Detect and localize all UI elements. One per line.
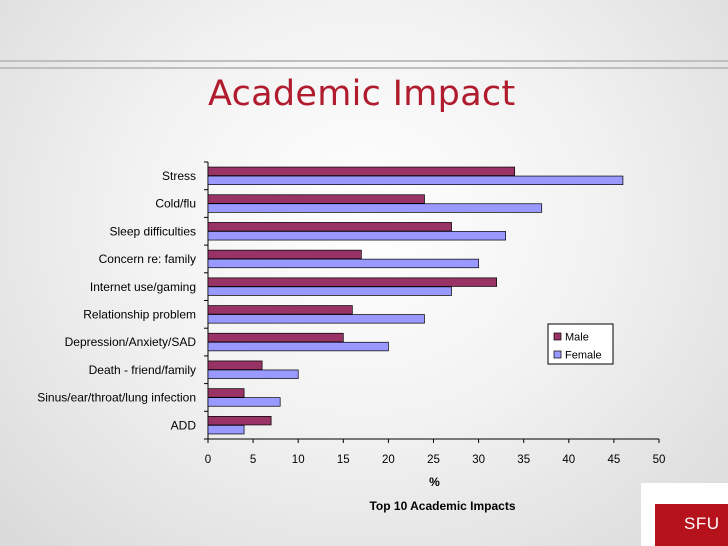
bar-female — [207, 203, 543, 213]
legend-swatch-male — [553, 332, 562, 341]
bar-female — [207, 341, 389, 352]
logo-red-block: SFU — [655, 504, 728, 546]
x-tick-label: 5 — [250, 454, 256, 466]
x-tick-label: 35 — [517, 454, 530, 466]
x-tick-label: 30 — [472, 454, 485, 466]
logo-decor-square — [647, 490, 653, 496]
logo-decor-square — [641, 497, 650, 506]
x-tick-label: 15 — [337, 454, 350, 466]
sfu-logo: SFU — [641, 483, 728, 546]
bar-male — [207, 332, 344, 343]
x-tick-label: 40 — [562, 454, 575, 466]
header-rule-top — [0, 60, 728, 62]
y-tick-label: Sinus/ear/throat/lung infection — [37, 391, 196, 405]
x-tick-label: 45 — [608, 454, 621, 466]
bar-female — [207, 286, 452, 296]
logo-text: SFU — [684, 514, 720, 533]
bar-female — [207, 314, 425, 324]
legend-label-female: Female — [565, 350, 602, 362]
y-tick-label: Stress — [162, 169, 196, 183]
chart-caption: Top 10 Academic Impacts — [369, 499, 515, 513]
bar-male — [207, 305, 353, 315]
bar-female — [207, 369, 299, 379]
bar-male — [207, 277, 497, 287]
y-tick-label: Depression/Anxiety/SAD — [65, 335, 197, 349]
header-rule-bottom — [0, 67, 728, 69]
bar-female — [207, 397, 281, 407]
x-tick-label: 20 — [382, 454, 395, 466]
legend-swatch-female — [553, 350, 562, 359]
bar-male — [207, 249, 362, 260]
bar-female — [207, 231, 507, 241]
y-tick-label: Death - friend/family — [89, 363, 196, 377]
x-axis-title: % — [429, 475, 440, 489]
x-tick-label: 10 — [292, 454, 305, 466]
x-tick-label: 0 — [205, 454, 211, 466]
x-tick-label: 25 — [427, 454, 440, 466]
bar-male — [207, 360, 263, 370]
bar-female — [207, 175, 624, 186]
legend-label-male: Male — [565, 332, 589, 344]
y-tick-label: Internet use/gaming — [90, 280, 196, 294]
y-tick-label: Cold/flu — [155, 197, 196, 211]
x-tick-label: 50 — [653, 454, 666, 466]
y-tick-label: Sleep difficulties — [110, 224, 197, 238]
y-tick-label: ADD — [171, 418, 197, 432]
slide-title: Academic Impact — [208, 74, 516, 114]
bar-male — [207, 194, 425, 204]
bar-male — [207, 222, 452, 232]
bar-female — [207, 258, 479, 269]
bar-male — [207, 166, 516, 177]
y-tick-label: Relationship problem — [83, 308, 196, 322]
bar-male — [207, 416, 272, 426]
bar-male — [207, 388, 245, 398]
bar-female — [207, 425, 245, 435]
y-tick-label: Concern re: family — [99, 252, 196, 266]
